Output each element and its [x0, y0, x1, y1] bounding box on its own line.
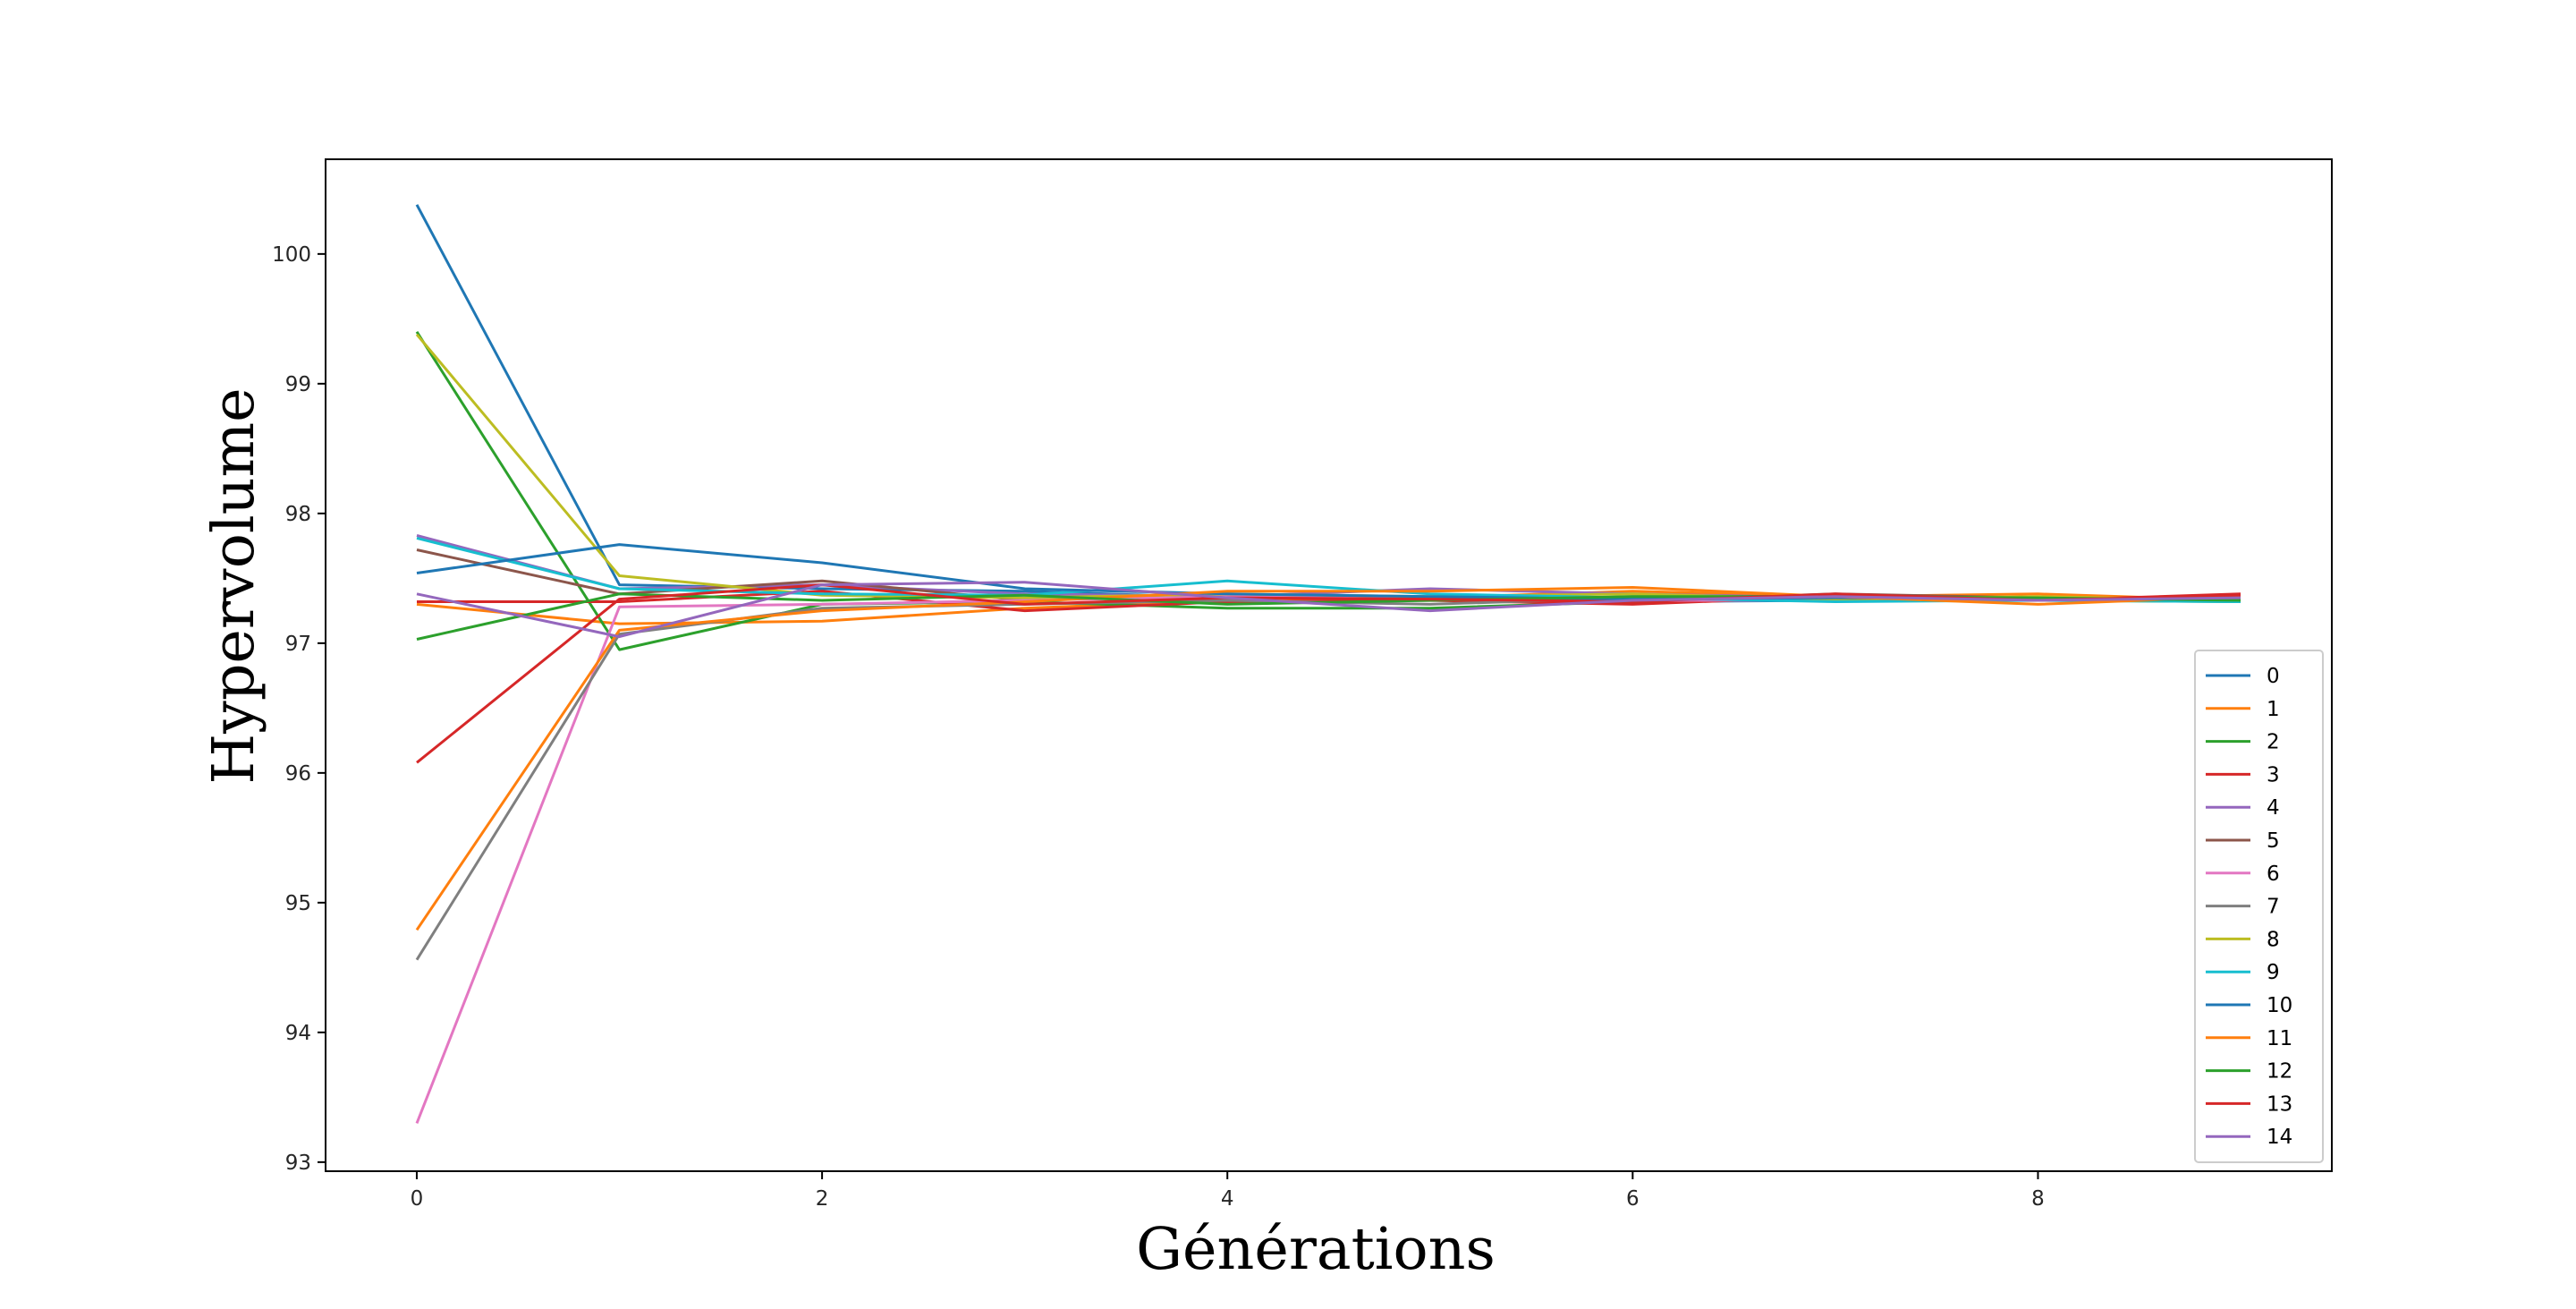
series-line-14 [416, 581, 2241, 639]
y-tick-label: 100 [272, 243, 311, 267]
x-tick-label: 6 [1626, 1187, 1640, 1211]
legend-label-6: 6 [2267, 863, 2280, 886]
y-tick-label: 94 [285, 1022, 311, 1045]
legend-label-1: 1 [2267, 698, 2280, 721]
series-line-11 [415, 586, 2241, 931]
legend-label-2: 2 [2267, 731, 2280, 754]
legend-label-12: 12 [2267, 1060, 2292, 1084]
x-tick-label: 8 [2031, 1187, 2045, 1211]
x-tick-label: 0 [411, 1187, 424, 1211]
y-axis: 93 94 95 96 97 98 99 100 [272, 243, 326, 1175]
series-layer [415, 204, 2241, 1124]
legend-label-5: 5 [2267, 829, 2280, 853]
x-tick-label: 4 [1221, 1187, 1234, 1211]
legend-label-14: 14 [2267, 1126, 2292, 1149]
x-tick-label: 2 [816, 1187, 829, 1211]
legend-label-0: 0 [2267, 665, 2280, 688]
legend-box [2194, 650, 2324, 1163]
x-axis: 0 2 4 6 8 [411, 1171, 2045, 1211]
y-tick-label: 93 [285, 1152, 311, 1175]
legend-label-7: 7 [2267, 896, 2280, 919]
legend-label-3: 3 [2267, 763, 2280, 786]
y-tick-label: 97 [285, 633, 311, 656]
y-axis-title: Hypervolume [200, 387, 267, 784]
y-tick-label: 98 [285, 503, 311, 526]
legend-label-11: 11 [2267, 1027, 2292, 1050]
legend-label-13: 13 [2267, 1092, 2292, 1116]
legend-label-9: 9 [2267, 961, 2280, 984]
y-tick-label: 95 [285, 892, 311, 915]
y-tick-label: 96 [285, 762, 311, 786]
y-tick-label: 99 [285, 373, 311, 396]
x-axis-title: Générations [1136, 1216, 1496, 1283]
legend-label-10: 10 [2267, 994, 2292, 1017]
plot-frame [325, 158, 2333, 1172]
legend-label-8: 8 [2267, 928, 2280, 951]
legend-label-4: 4 [2267, 796, 2280, 820]
